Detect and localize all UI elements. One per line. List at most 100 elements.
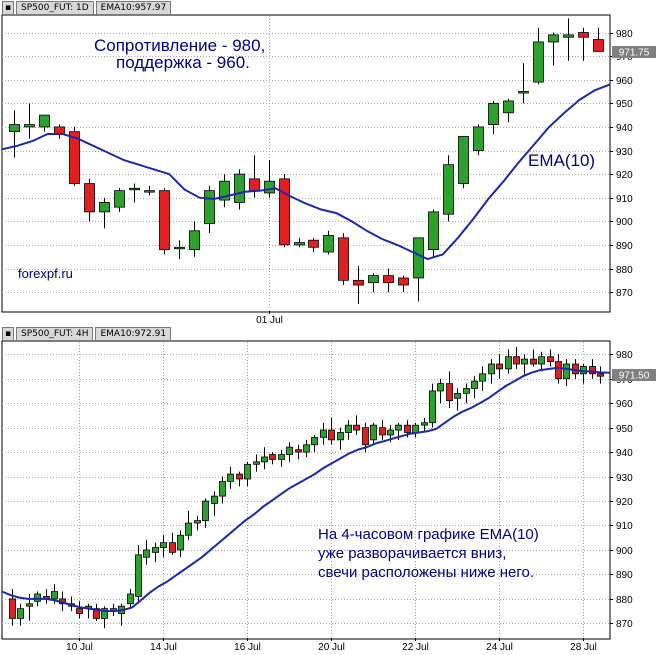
h4-plot-area	[1, 340, 611, 640]
daily-candle-body	[114, 190, 125, 208]
h4-chart-canvas: 87088089090091092093094095096097098010 J…	[1, 340, 656, 653]
daily-candle-body	[54, 126, 65, 135]
h4-symbol-label[interactable]: SP500_FUT: 4H	[16, 326, 94, 341]
h4-candle-body	[421, 422, 428, 426]
daily-chart-canvas: 87088089090091092093094095096097098001 J…	[1, 14, 656, 324]
chart-window-icon[interactable]: ▪	[2, 326, 14, 341]
h4-candle-body	[202, 500, 209, 521]
h4-candle-body	[93, 608, 100, 619]
daily-annotation-line2: поддержка - 960.	[116, 53, 250, 72]
daily-candle-body	[129, 187, 140, 191]
daily-candle-body	[338, 237, 349, 281]
daily-candle-body	[39, 114, 50, 128]
h4-candle-body	[51, 591, 58, 600]
h4-candle-body	[303, 444, 310, 453]
h4-candle-body	[261, 456, 268, 463]
h4-candle-body	[387, 429, 394, 436]
h4-candle-body	[429, 390, 436, 424]
h4-candle-body	[211, 495, 218, 504]
daily-candle-body	[383, 275, 394, 284]
h4-x-tick-label: 20 Jul	[318, 642, 345, 653]
h4-note-line1: На 4-часовом графике EMA(10)	[318, 526, 539, 543]
daily-candle-body	[593, 39, 604, 52]
h4-candle-body	[135, 554, 142, 597]
h4-candle-body	[269, 454, 276, 460]
h4-candle-body	[379, 427, 386, 436]
h4-candle-body	[597, 373, 604, 377]
h4-candle-body	[34, 593, 41, 602]
h4-candle-body	[395, 424, 402, 431]
daily-ema-label[interactable]: EMA10:957.97	[95, 0, 172, 15]
h4-candle-body	[185, 522, 192, 536]
h4-candle-body	[404, 424, 411, 433]
daily-candle-body	[264, 180, 275, 194]
h4-candle-body	[412, 424, 419, 433]
h4-y-tick-label: 910	[616, 521, 633, 532]
h4-candle-body	[328, 429, 335, 441]
daily-y-tick-label: 930	[616, 147, 633, 158]
daily-y-tick-label: 880	[616, 265, 633, 276]
daily-candle-body	[533, 41, 544, 83]
h4-candle-body	[362, 427, 369, 446]
h4-candle-body	[101, 608, 108, 619]
h4-y-tick-label: 920	[616, 497, 633, 508]
h4-y-tick-label: 940	[616, 448, 633, 459]
daily-y-tick-label: 940	[616, 123, 633, 134]
daily-y-tick-label: 920	[616, 170, 633, 181]
daily-candle-body	[99, 202, 110, 213]
h4-candle-body	[555, 361, 562, 380]
h4-candle-body	[169, 542, 176, 553]
h4-candle-body	[563, 363, 570, 380]
h4-y-tick-label: 880	[616, 595, 633, 606]
daily-candle-body	[578, 32, 589, 38]
h4-candle-body	[311, 437, 318, 446]
daily-candle-body	[69, 131, 80, 184]
h4-ema-line	[1, 366, 610, 613]
daily-symbol-label[interactable]: SP500_FUT: 1D	[16, 0, 94, 15]
h4-candle-body	[437, 383, 444, 392]
daily-y-tick-label: 950	[616, 99, 633, 110]
h4-candle-body	[521, 358, 528, 365]
h4-candle-body	[479, 373, 486, 382]
h4-candle-body	[488, 363, 495, 375]
h4-ema-label[interactable]: EMA10:972.91	[95, 326, 172, 341]
daily-candle-body	[9, 124, 20, 133]
h4-candle-body	[76, 608, 83, 614]
h4-candle-body	[547, 356, 554, 362]
h4-candle-body	[143, 549, 150, 558]
h4-x-tick-label: 16 Jul	[234, 642, 261, 653]
daily-candle-body	[294, 242, 305, 246]
daily-candle-body	[219, 180, 230, 201]
h4-candle-body	[530, 358, 537, 365]
watermark: forexpf.ru	[18, 266, 73, 281]
h4-chart-panel: 87088089090091092093094095096097098010 J…	[0, 326, 660, 655]
daily-last-price-label: 971.75	[619, 47, 650, 58]
h4-note-line3: свечи расположены ниже него.	[318, 564, 535, 581]
h4-candle-body	[337, 432, 344, 441]
h4-candle-body	[513, 356, 520, 365]
h4-candle-body	[589, 366, 596, 375]
daily-candle-body	[323, 235, 334, 253]
h4-candle-body	[286, 446, 293, 455]
daily-y-tick-label: 890	[616, 241, 633, 252]
h4-candle-body	[9, 598, 16, 619]
h4-candle-body	[177, 534, 184, 551]
chart-window-icon[interactable]: ▪	[2, 0, 14, 15]
daily-candle-body	[368, 275, 379, 284]
h4-candle-body	[345, 424, 352, 433]
daily-candle-body	[413, 237, 424, 279]
daily-candle-body	[204, 190, 215, 225]
h4-candle-body	[496, 363, 503, 370]
daily-candle-body	[144, 190, 155, 193]
h4-note-line2: уже разворачивается вниз,	[318, 545, 507, 562]
daily-y-tick-label: 980	[616, 29, 633, 40]
daily-candle-body	[503, 100, 514, 114]
h4-x-tick-label: 14 Jul	[150, 642, 177, 653]
h4-candle-body	[253, 461, 260, 465]
daily-plot-area	[1, 14, 611, 313]
daily-candle-body	[443, 164, 454, 215]
daily-ema-line	[1, 83, 611, 261]
h4-candle-body	[446, 383, 453, 402]
h4-candle-body	[127, 593, 134, 605]
h4-candle-body	[236, 473, 243, 480]
